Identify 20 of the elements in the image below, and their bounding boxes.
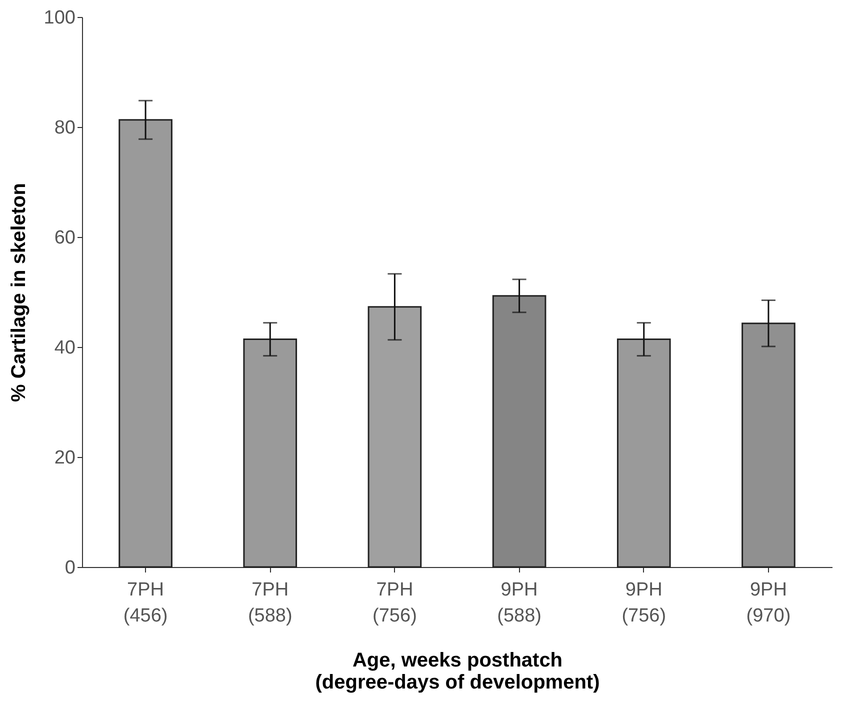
bar: [368, 306, 422, 568]
x-tick-label: 7PH (756): [372, 580, 417, 626]
y-tick-label: 0: [64, 558, 76, 578]
y-tick-label: 100: [44, 8, 76, 28]
y-tick-label: 80: [54, 118, 76, 138]
x-tick-label: 7PH (456): [123, 580, 168, 626]
bar: [492, 295, 546, 568]
bar: [243, 338, 298, 568]
y-axis-title: % Cartilage in skeleton: [8, 183, 30, 402]
bar: [616, 338, 671, 568]
x-tick-label: 9PH (756): [622, 580, 666, 626]
bar: [118, 119, 172, 568]
bar: [742, 322, 796, 568]
y-tick-label: 20: [54, 448, 76, 468]
x-axis-title: Age, weeks posthatch (degree-days of development): [315, 650, 600, 694]
x-tick-label: 9PH (970): [746, 580, 791, 626]
x-tick-label: 9PH (588): [497, 580, 542, 626]
x-tick-label: 7PH (588): [248, 580, 292, 626]
y-tick-label: 60: [54, 228, 76, 248]
y-tick-label: 40: [54, 338, 76, 358]
